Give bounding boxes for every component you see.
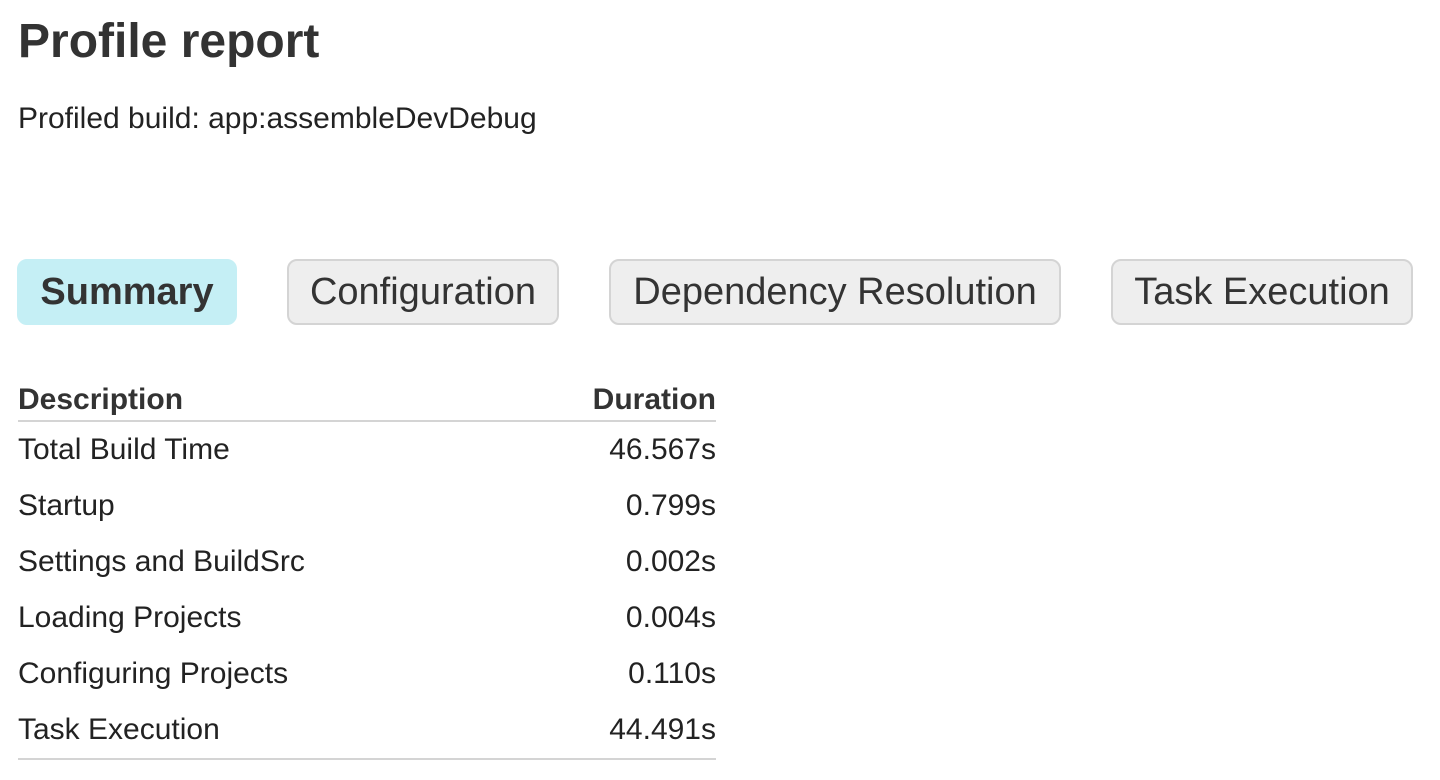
summary-table: Description Duration Total Build Time 46.… [18, 376, 716, 760]
profiled-build: Profiled build: app:assembleDevDebug [18, 102, 537, 135]
duration-cell: 46.567s [609, 433, 716, 466]
table-row: Loading Projects 0.004s [18, 590, 716, 646]
tab-dependency-resolution[interactable]: Dependency Resolution [609, 259, 1061, 325]
header-description: Description [18, 376, 507, 422]
table-row: Total Build Time 46.567s [18, 421, 716, 478]
duration-cell: 0.004s [625, 601, 716, 634]
header-duration: Duration [506, 376, 716, 422]
description-cell: Settings and BuildSrc [18, 545, 305, 578]
tab-summary[interactable]: Summary [17, 259, 237, 325]
description-cell: Startup [18, 489, 115, 522]
description-cell: Loading Projects [18, 601, 242, 634]
tab-task-execution[interactable]: Task Execution [1111, 259, 1413, 325]
description-cell: Total Build Time [18, 433, 230, 466]
page-title: Profile report [18, 15, 320, 68]
duration-cell: 0.799s [625, 489, 716, 522]
table-row: Task Execution 44.491s [18, 702, 716, 760]
duration-cell: 0.002s [625, 545, 716, 578]
table-row: Startup 0.799s [18, 478, 716, 534]
duration-cell: 0.110s [628, 657, 716, 690]
table-row: Configuring Projects 0.110s [18, 646, 716, 702]
description-cell: Configuring Projects [18, 657, 289, 690]
table-row: Settings and BuildSrc 0.002s [18, 534, 716, 590]
duration-cell: 44.491s [506, 702, 716, 760]
description-cell: Task Execution [18, 702, 507, 760]
tab-configuration[interactable]: Configuration [287, 259, 559, 325]
